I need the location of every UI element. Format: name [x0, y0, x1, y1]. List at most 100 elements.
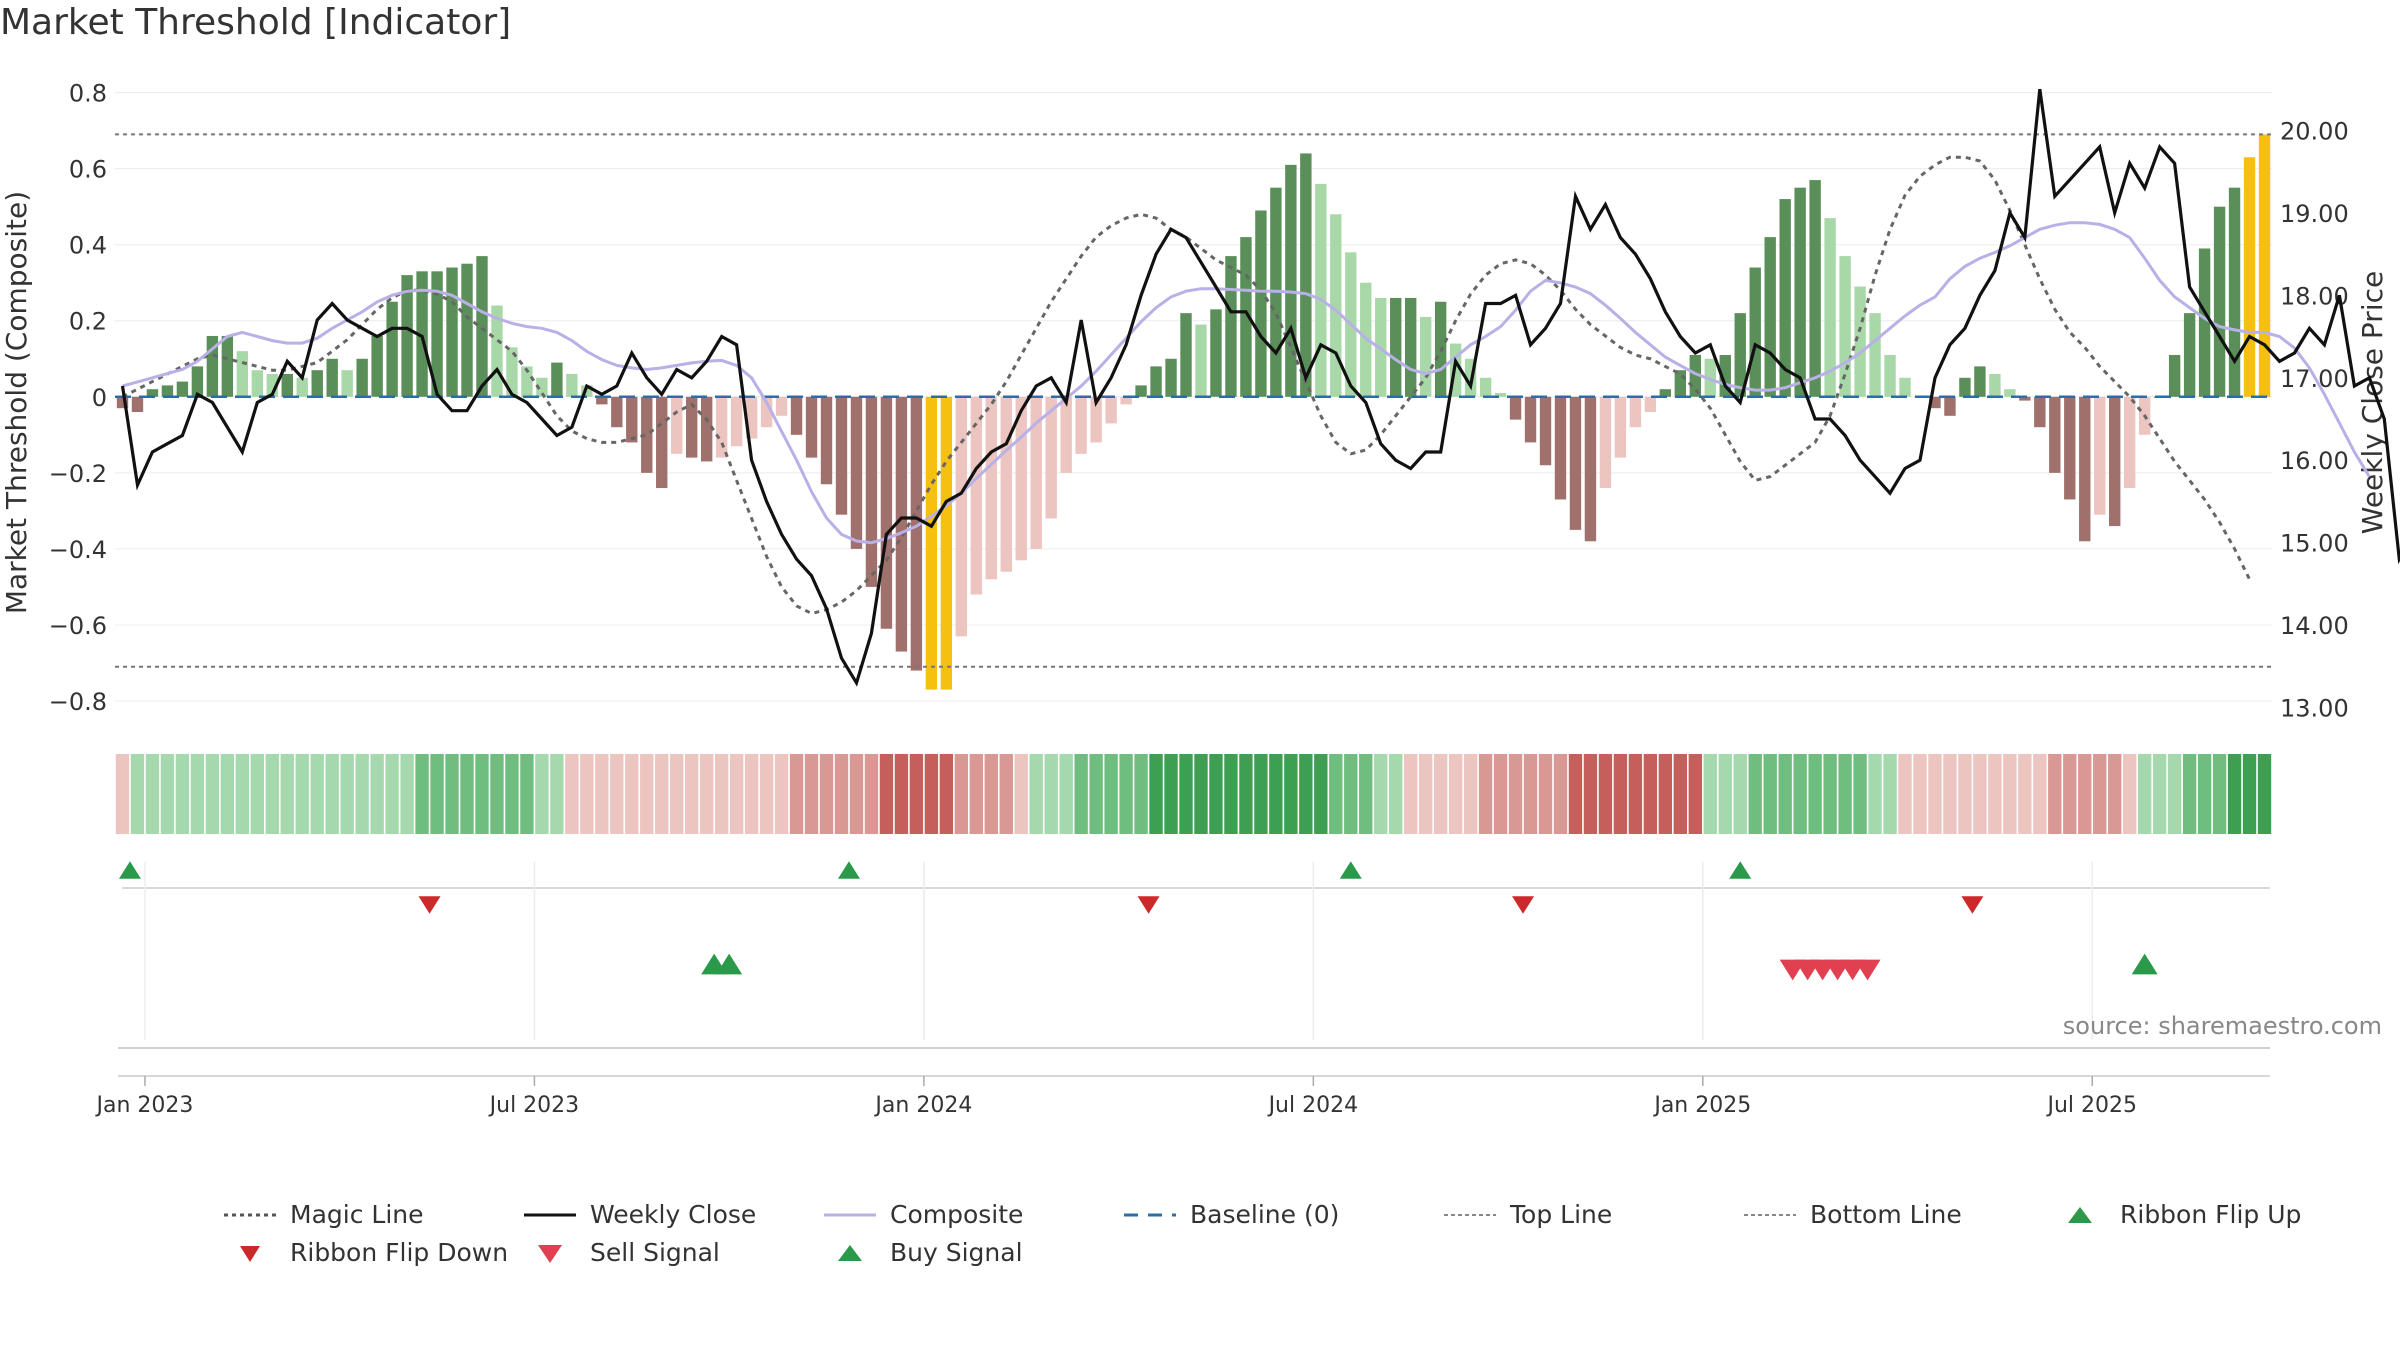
composite-bar — [1569, 396, 1582, 530]
ribbon-cell — [505, 754, 519, 834]
ribbon-cell — [1598, 754, 1613, 834]
ribbon-cell — [834, 754, 849, 834]
y-tick-label: 0.8 — [69, 80, 107, 108]
composite-bar — [401, 275, 413, 397]
composite-bar — [1165, 358, 1177, 397]
composite-bar — [2109, 396, 2121, 527]
composite-bar — [266, 373, 278, 397]
ribbon-cell — [370, 754, 384, 834]
composite-bar — [1225, 256, 1237, 397]
legend-label: Sell Signal — [590, 1238, 720, 1267]
legend-label: Top Line — [1510, 1200, 1613, 1229]
composite-bar — [1719, 354, 1731, 397]
ribbon-cell — [1988, 754, 2002, 834]
ribbon-cell — [1748, 754, 1762, 834]
ribbon-cell — [250, 754, 264, 834]
composite-bar — [2079, 396, 2091, 542]
composite-bar — [461, 263, 473, 397]
ribbon-cell — [535, 754, 549, 834]
composite-bar — [1479, 377, 1492, 397]
ribbon-cell — [1418, 754, 1433, 834]
composite-bar — [536, 377, 548, 397]
ribbon-cell — [714, 754, 729, 834]
ribbon-cell — [490, 754, 504, 834]
ribbon-cell — [2242, 754, 2257, 834]
composite-bar — [955, 396, 968, 637]
ribbon-cell — [400, 754, 414, 834]
ribbon-cell — [2152, 754, 2167, 834]
y2-tick-label: 13.00 — [2280, 695, 2349, 723]
composite-bar — [2004, 389, 2016, 397]
legend-item-top: Top Line — [1440, 1200, 1612, 1229]
ribbon-cell — [625, 754, 639, 834]
ribbon-cell — [1149, 754, 1163, 834]
legend-item-flip_up: Ribbon Flip Up — [2050, 1200, 2301, 1229]
ribbon-cell — [295, 754, 309, 834]
composite-bar — [1075, 396, 1087, 454]
ribbon-flip-down-marker — [1512, 896, 1535, 914]
ribbon-cell — [460, 754, 474, 834]
composite-bar — [1869, 313, 1881, 397]
composite-bar — [835, 396, 848, 515]
ribbon-cell — [325, 754, 339, 834]
ribbon-cell — [1374, 754, 1388, 834]
y-tick-label: 0.4 — [69, 232, 107, 260]
composite-bar — [985, 396, 997, 580]
composite-bar — [775, 396, 788, 416]
y2-tick-label: 14.00 — [2280, 612, 2349, 640]
composite-bar — [326, 358, 338, 397]
ribbon-cell — [1433, 754, 1448, 834]
ribbon-cell — [445, 754, 459, 834]
composite-bar — [970, 396, 982, 595]
ribbon-flip-down-marker — [1961, 896, 1984, 914]
y-tick-label: 0 — [92, 384, 107, 412]
composite-bar — [161, 385, 174, 397]
ribbon-cell — [2167, 754, 2182, 834]
composite-bar — [925, 396, 938, 690]
legend-symbol — [538, 1244, 562, 1263]
ribbon-cell — [565, 754, 579, 834]
ribbon-cell — [1853, 754, 1867, 834]
composite-bar — [2034, 396, 2046, 428]
composite-bar — [1614, 396, 1627, 458]
composite-bar — [1824, 218, 1836, 397]
ribbon-cell — [175, 754, 190, 834]
legend-label: Magic Line — [290, 1200, 424, 1229]
composite-bar — [1240, 237, 1252, 397]
ribbon-cell — [2063, 754, 2077, 834]
composite-bar — [476, 256, 488, 397]
ribbon-cell — [1793, 754, 1807, 834]
ribbon-cell — [1823, 754, 1837, 834]
composite-bar — [506, 347, 518, 397]
composite-bar — [1405, 297, 1417, 397]
buy-signal-marker — [716, 953, 743, 975]
ribbon-cell — [1778, 754, 1792, 834]
legend-item-flip_down: Ribbon Flip Down — [220, 1238, 508, 1267]
ribbon-cell — [2093, 754, 2107, 834]
ribbon-cell — [655, 754, 669, 834]
ribbon-cell — [190, 754, 205, 834]
composite-bar — [1944, 396, 1956, 416]
ribbon-cell — [1688, 754, 1702, 834]
ribbon-cell — [729, 754, 744, 834]
y-axis-label: Market Threshold (Composite) — [0, 191, 33, 614]
composite-bar — [1419, 316, 1432, 397]
composite-bar — [1390, 297, 1402, 397]
composite-bar — [1839, 256, 1851, 397]
ribbon-cell — [415, 754, 429, 834]
ribbon-cell — [640, 754, 654, 834]
composite-bar — [1135, 385, 1147, 397]
composite-bar — [2019, 396, 2031, 401]
ribbon-cell — [1284, 754, 1298, 834]
legend-symbol — [240, 1245, 260, 1262]
ribbon-cell — [280, 754, 294, 834]
ribbon-cell — [1808, 754, 1822, 834]
composite-bar — [1210, 309, 1222, 397]
ribbon-cell — [1074, 754, 1088, 834]
composite-bar — [2258, 134, 2271, 397]
legend-symbol — [1124, 1213, 1176, 1216]
legend-symbol — [1444, 1213, 1496, 1216]
composite-bar — [2198, 248, 2211, 397]
ribbon-cell — [909, 754, 924, 834]
composite-bar — [1704, 358, 1716, 397]
